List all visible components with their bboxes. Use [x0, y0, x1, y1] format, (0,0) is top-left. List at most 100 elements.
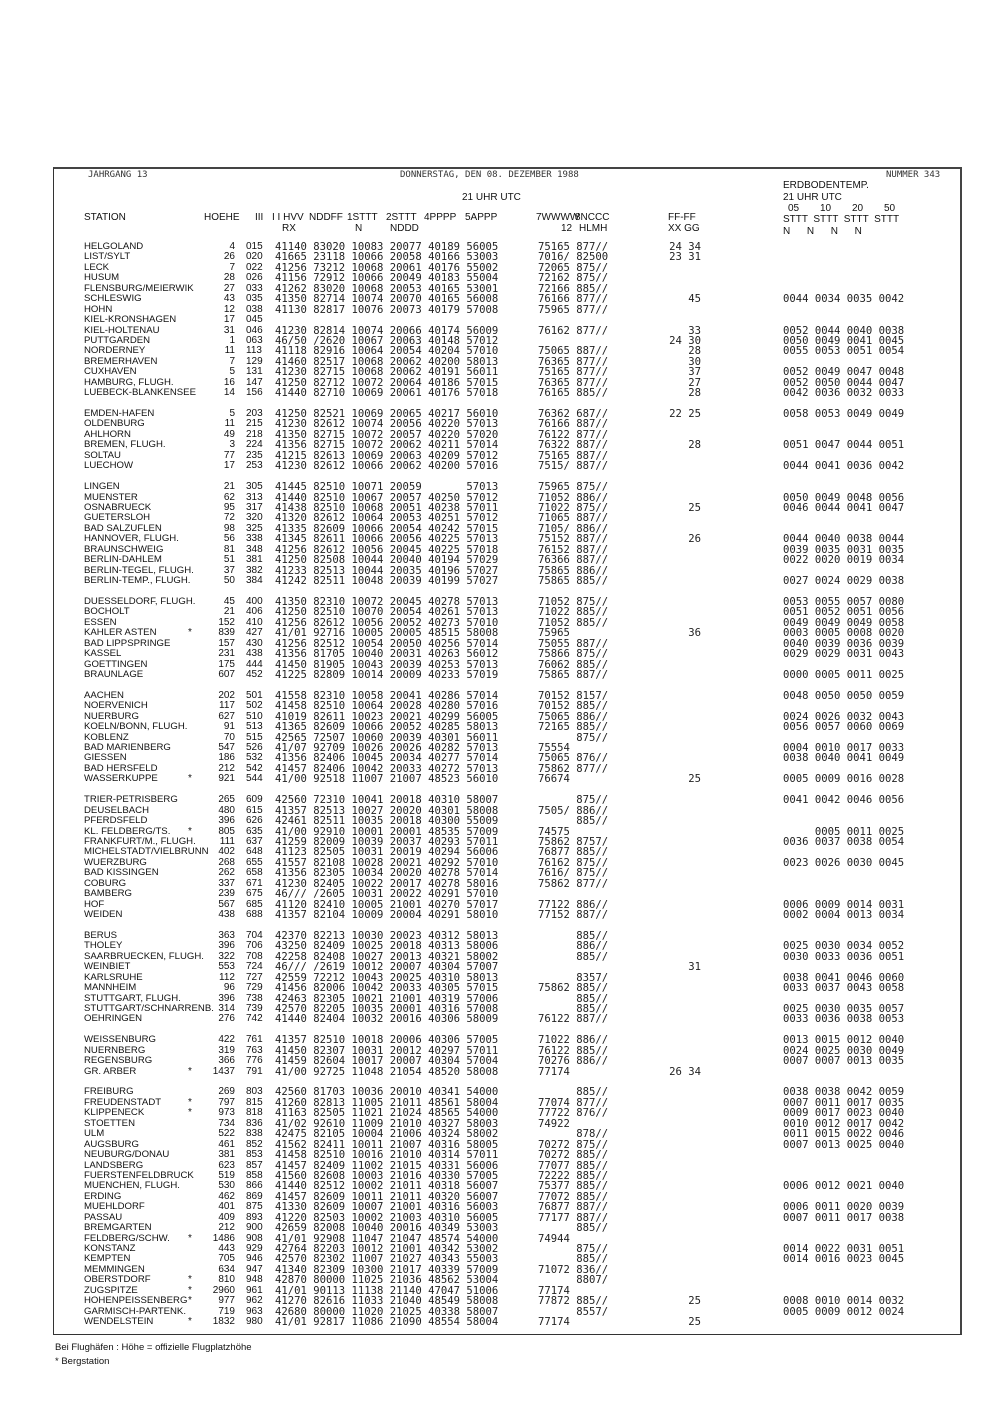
weather-cloud-groups: 76152 887//: [538, 543, 609, 556]
station-name: HAMBURG, FLUGH.: [84, 376, 174, 388]
table-row: MUEHLDORF 401 875 41330 82609 10007 21001 4…: [0, 1201, 1000, 1214]
weather-cloud-groups: 75866 875//: [538, 648, 609, 661]
station-height: 314: [218, 1002, 235, 1014]
station-name: MEMMINGEN: [84, 1263, 145, 1275]
synop-groups: 41215 82613 10069 20063 40209 57012: [275, 449, 499, 462]
station-id: 948: [246, 1274, 263, 1286]
station-height: 337: [218, 877, 235, 889]
station-height: 7: [229, 355, 235, 367]
weather-cloud-groups: 7616/ 875//: [538, 867, 609, 880]
weather-cloud-groups: 70152 885//: [538, 700, 609, 713]
weather-cloud-groups: 71052 885//: [538, 616, 609, 629]
station-height: 265: [218, 794, 235, 806]
soil-temperatures: 0055 0053 0051 0054: [783, 345, 905, 358]
station-height: 157: [218, 637, 235, 649]
synop-groups: 41562 82411 10011 21007 40316 58005: [275, 1138, 499, 1151]
synop-groups: 41457 82406 10042 20033 40272 57013: [275, 762, 499, 775]
station-id: 033: [246, 282, 263, 294]
station-height: 269: [218, 1086, 235, 1098]
station-name: GUETERSLOH: [84, 512, 151, 524]
station-id: 510: [246, 710, 263, 722]
station-id: 515: [246, 731, 263, 743]
station-id: 648: [246, 846, 263, 858]
table-row: OBERSTDORF * 810 948 42870 80000 11025 21036…: [0, 1274, 1000, 1287]
table-row: STOETTEN 734 836 41/02 92610 11009 21010 40…: [0, 1118, 1000, 1129]
wind-gusts: 23 31: [669, 251, 701, 264]
table-row: LINGEN 21 305 41445 82510 10071 20059 57013…: [0, 481, 1000, 492]
station-id: 815: [246, 1096, 263, 1108]
station-height: 56: [223, 533, 235, 545]
table-row: BRAUNSCHWEIG 81 348 41256 82612 10056 20045…: [0, 543, 1000, 556]
station-id: 706: [246, 940, 263, 952]
station-id: 046: [246, 324, 263, 336]
station-name: BERLIN-DAHLEM: [84, 554, 162, 566]
station-height: 402: [218, 846, 235, 858]
station-id: 438: [246, 648, 263, 660]
station-name: BOCHOLT: [84, 606, 130, 618]
synop-groups: 41220 82503 10002 21003 40310 56005: [275, 1211, 499, 1224]
station-height: 1437: [212, 1065, 235, 1077]
station-id: 113: [246, 345, 262, 357]
soil-temperatures: 0052 0049 0047 0048: [783, 366, 905, 379]
weather-cloud-groups: 75865 887//: [538, 668, 609, 681]
wind-gusts: 26: [688, 533, 701, 546]
soil-temperatures: 0008 0010 0014 0032: [783, 1295, 905, 1308]
soil-temperatures: 0038 0038 0042 0059: [783, 1086, 905, 1099]
station-height: 262: [218, 867, 235, 879]
weather-cloud-groups: 885//: [538, 1253, 609, 1266]
table-row: AACHEN 202 501 41558 82310 10058 20041 4028…: [0, 689, 1000, 701]
station-height: 11: [224, 418, 235, 430]
synop-groups: 41440 82512 10002 21011 40318 56007: [275, 1180, 499, 1193]
station-name: BERUS: [84, 929, 118, 941]
station-name: NUERBURG: [84, 710, 139, 722]
station-height: 396: [218, 940, 235, 952]
weather-cloud-groups: 875//: [538, 794, 609, 807]
table-row: KASSEL 231 438 41356 81705 10040 20031 4026…: [0, 648, 1000, 661]
synop-groups: 41260 82813 11005 21011 48561 58004: [275, 1096, 499, 1109]
station-height: 422: [218, 1034, 235, 1046]
weather-cloud-groups: 8807/: [538, 1274, 609, 1287]
station-name: KL. FELDBERG/TS.: [84, 825, 171, 837]
weather-cloud-groups: 7515/ 887//: [538, 460, 609, 473]
station-height: 627: [218, 710, 235, 722]
bergstation-mark: *: [188, 773, 192, 785]
station-id: 063: [246, 334, 263, 346]
wind-gusts: 24 34: [669, 241, 701, 253]
synop-groups: 41130 82817 10076 20073 40179 57008: [275, 303, 499, 316]
soil-temperatures: 0023 0026 0030 0045: [783, 856, 905, 869]
table-row: WASSERKUPPE * 921 544 41/00 92518 11007 2100…: [0, 773, 1000, 785]
station-name: HANNOVER, FLUGH.: [84, 533, 179, 545]
observation-time: 21 UHR UTC: [462, 192, 521, 203]
synop-groups: 41225 82809 10014 20009 40233 57019: [275, 668, 499, 681]
station-height: 519: [218, 1169, 235, 1181]
station-id: 858: [246, 1169, 263, 1181]
station-height: 1832: [212, 1316, 235, 1328]
weather-cloud-groups: 875//: [538, 1243, 609, 1255]
station-id: 035: [246, 293, 263, 305]
station-name: BREMGARTEN: [84, 1222, 152, 1234]
table-row: OEHRINGEN 276 742 41440 82404 10032 20016 4…: [0, 1013, 1000, 1024]
station-id: 501: [246, 689, 263, 701]
table-row: NORDERNEY 11 113 41118 82916 10064 20054 40…: [0, 345, 1000, 358]
weather-cloud-groups: 76162 877//: [538, 324, 609, 337]
table-frame: [53, 167, 962, 1335]
soil-temperatures: 0006 0009 0014 0031: [783, 898, 905, 911]
soil-temperatures: 0027 0024 0029 0038: [783, 575, 905, 587]
station-id: 156: [246, 387, 263, 399]
synop-groups: 42565 72507 10060 20039 40301 56011: [275, 731, 499, 744]
table-row: THOLEY 396 706 43250 82409 10025 20018 4031…: [0, 940, 1000, 952]
synop-groups: 41350 82714 10074 20070 40165 56008: [275, 293, 499, 306]
table-row: FREIBURG 269 803 42560 81703 10036 20010 40…: [0, 1086, 1000, 1099]
table-row: HELGOLAND 4 015 41140 83020 10083 20077 401…: [0, 241, 1000, 253]
soil-temperatures: 0022 0020 0019 0034: [783, 554, 905, 567]
station-id: 980: [246, 1316, 263, 1328]
station-id: 430: [246, 637, 263, 649]
synop-groups: 41330 82609 10007 21001 40316 56003: [275, 1201, 499, 1214]
table-row: FRANKFURT/M., FLUGH. 111 637 41259 82009 10…: [0, 835, 1000, 847]
bergstation-mark: *: [188, 1284, 192, 1296]
station-id: 637: [246, 835, 263, 847]
station-name: AHLHORN: [84, 428, 131, 440]
col-ffff-xxgg: XX GG: [668, 223, 700, 234]
station-name: PUTTGARDEN: [84, 334, 151, 346]
station-id: 400: [246, 595, 263, 607]
